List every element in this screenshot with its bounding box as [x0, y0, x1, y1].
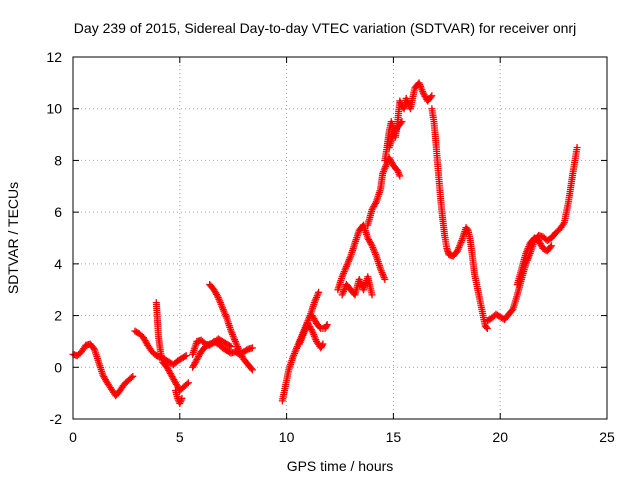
data-point	[397, 119, 405, 127]
data-point	[318, 341, 326, 349]
data-point	[227, 343, 235, 351]
data-point	[181, 353, 189, 361]
x-tick-label: 25	[599, 429, 615, 445]
data-point	[559, 220, 567, 228]
chart-title: Day 239 of 2015, Sidereal Day-to-day VTE…	[74, 20, 576, 36]
y-tick-label: 4	[54, 256, 62, 272]
data-point	[319, 340, 327, 348]
data-point	[547, 242, 555, 250]
y-tick-label: 0	[54, 359, 62, 375]
y-tick-label: 2	[54, 308, 62, 324]
x-tick-label: 5	[176, 429, 184, 445]
data-point	[183, 380, 191, 388]
data-point	[89, 344, 97, 352]
data-point	[368, 291, 376, 299]
data-point	[427, 93, 435, 101]
data-point	[307, 326, 315, 334]
data-point	[184, 379, 192, 387]
x-tick-label: 10	[279, 429, 295, 445]
data-point	[396, 172, 404, 180]
data-point	[322, 322, 330, 330]
data-point	[129, 372, 137, 380]
data-point	[247, 365, 255, 373]
y-tick-label: 6	[54, 204, 62, 220]
data-point	[371, 199, 379, 207]
data-point	[178, 394, 186, 402]
x-tick-label: 0	[69, 429, 77, 445]
y-tick-label: -2	[50, 411, 63, 427]
x-axis-label: GPS time / hours	[287, 458, 394, 474]
data-point	[315, 288, 323, 296]
y-axis-label: SDTVAR / TECUs	[5, 182, 21, 294]
x-tick-label: 15	[386, 429, 402, 445]
data-point	[213, 292, 221, 300]
data-point	[508, 306, 516, 314]
data-point	[367, 240, 375, 248]
data-point	[428, 92, 436, 100]
data-point	[482, 323, 490, 331]
data-point	[381, 275, 389, 283]
y-tick-label: 12	[46, 49, 62, 65]
grid	[73, 57, 607, 419]
data-points	[69, 79, 581, 407]
data-point	[127, 374, 135, 382]
x-tick-label: 20	[492, 429, 508, 445]
data-point	[316, 323, 324, 331]
data-point	[226, 342, 234, 350]
data-point	[398, 118, 406, 126]
data-point	[248, 366, 256, 374]
y-tick-label: 8	[54, 152, 62, 168]
data-point	[573, 144, 581, 151]
data-point	[483, 325, 491, 332]
data-point	[546, 243, 554, 251]
data-point	[182, 352, 190, 360]
data-point	[248, 344, 256, 352]
data-point	[323, 321, 331, 329]
plot-frame	[72, 56, 608, 420]
y-tick-label: 10	[46, 101, 62, 117]
data-point	[463, 225, 471, 233]
